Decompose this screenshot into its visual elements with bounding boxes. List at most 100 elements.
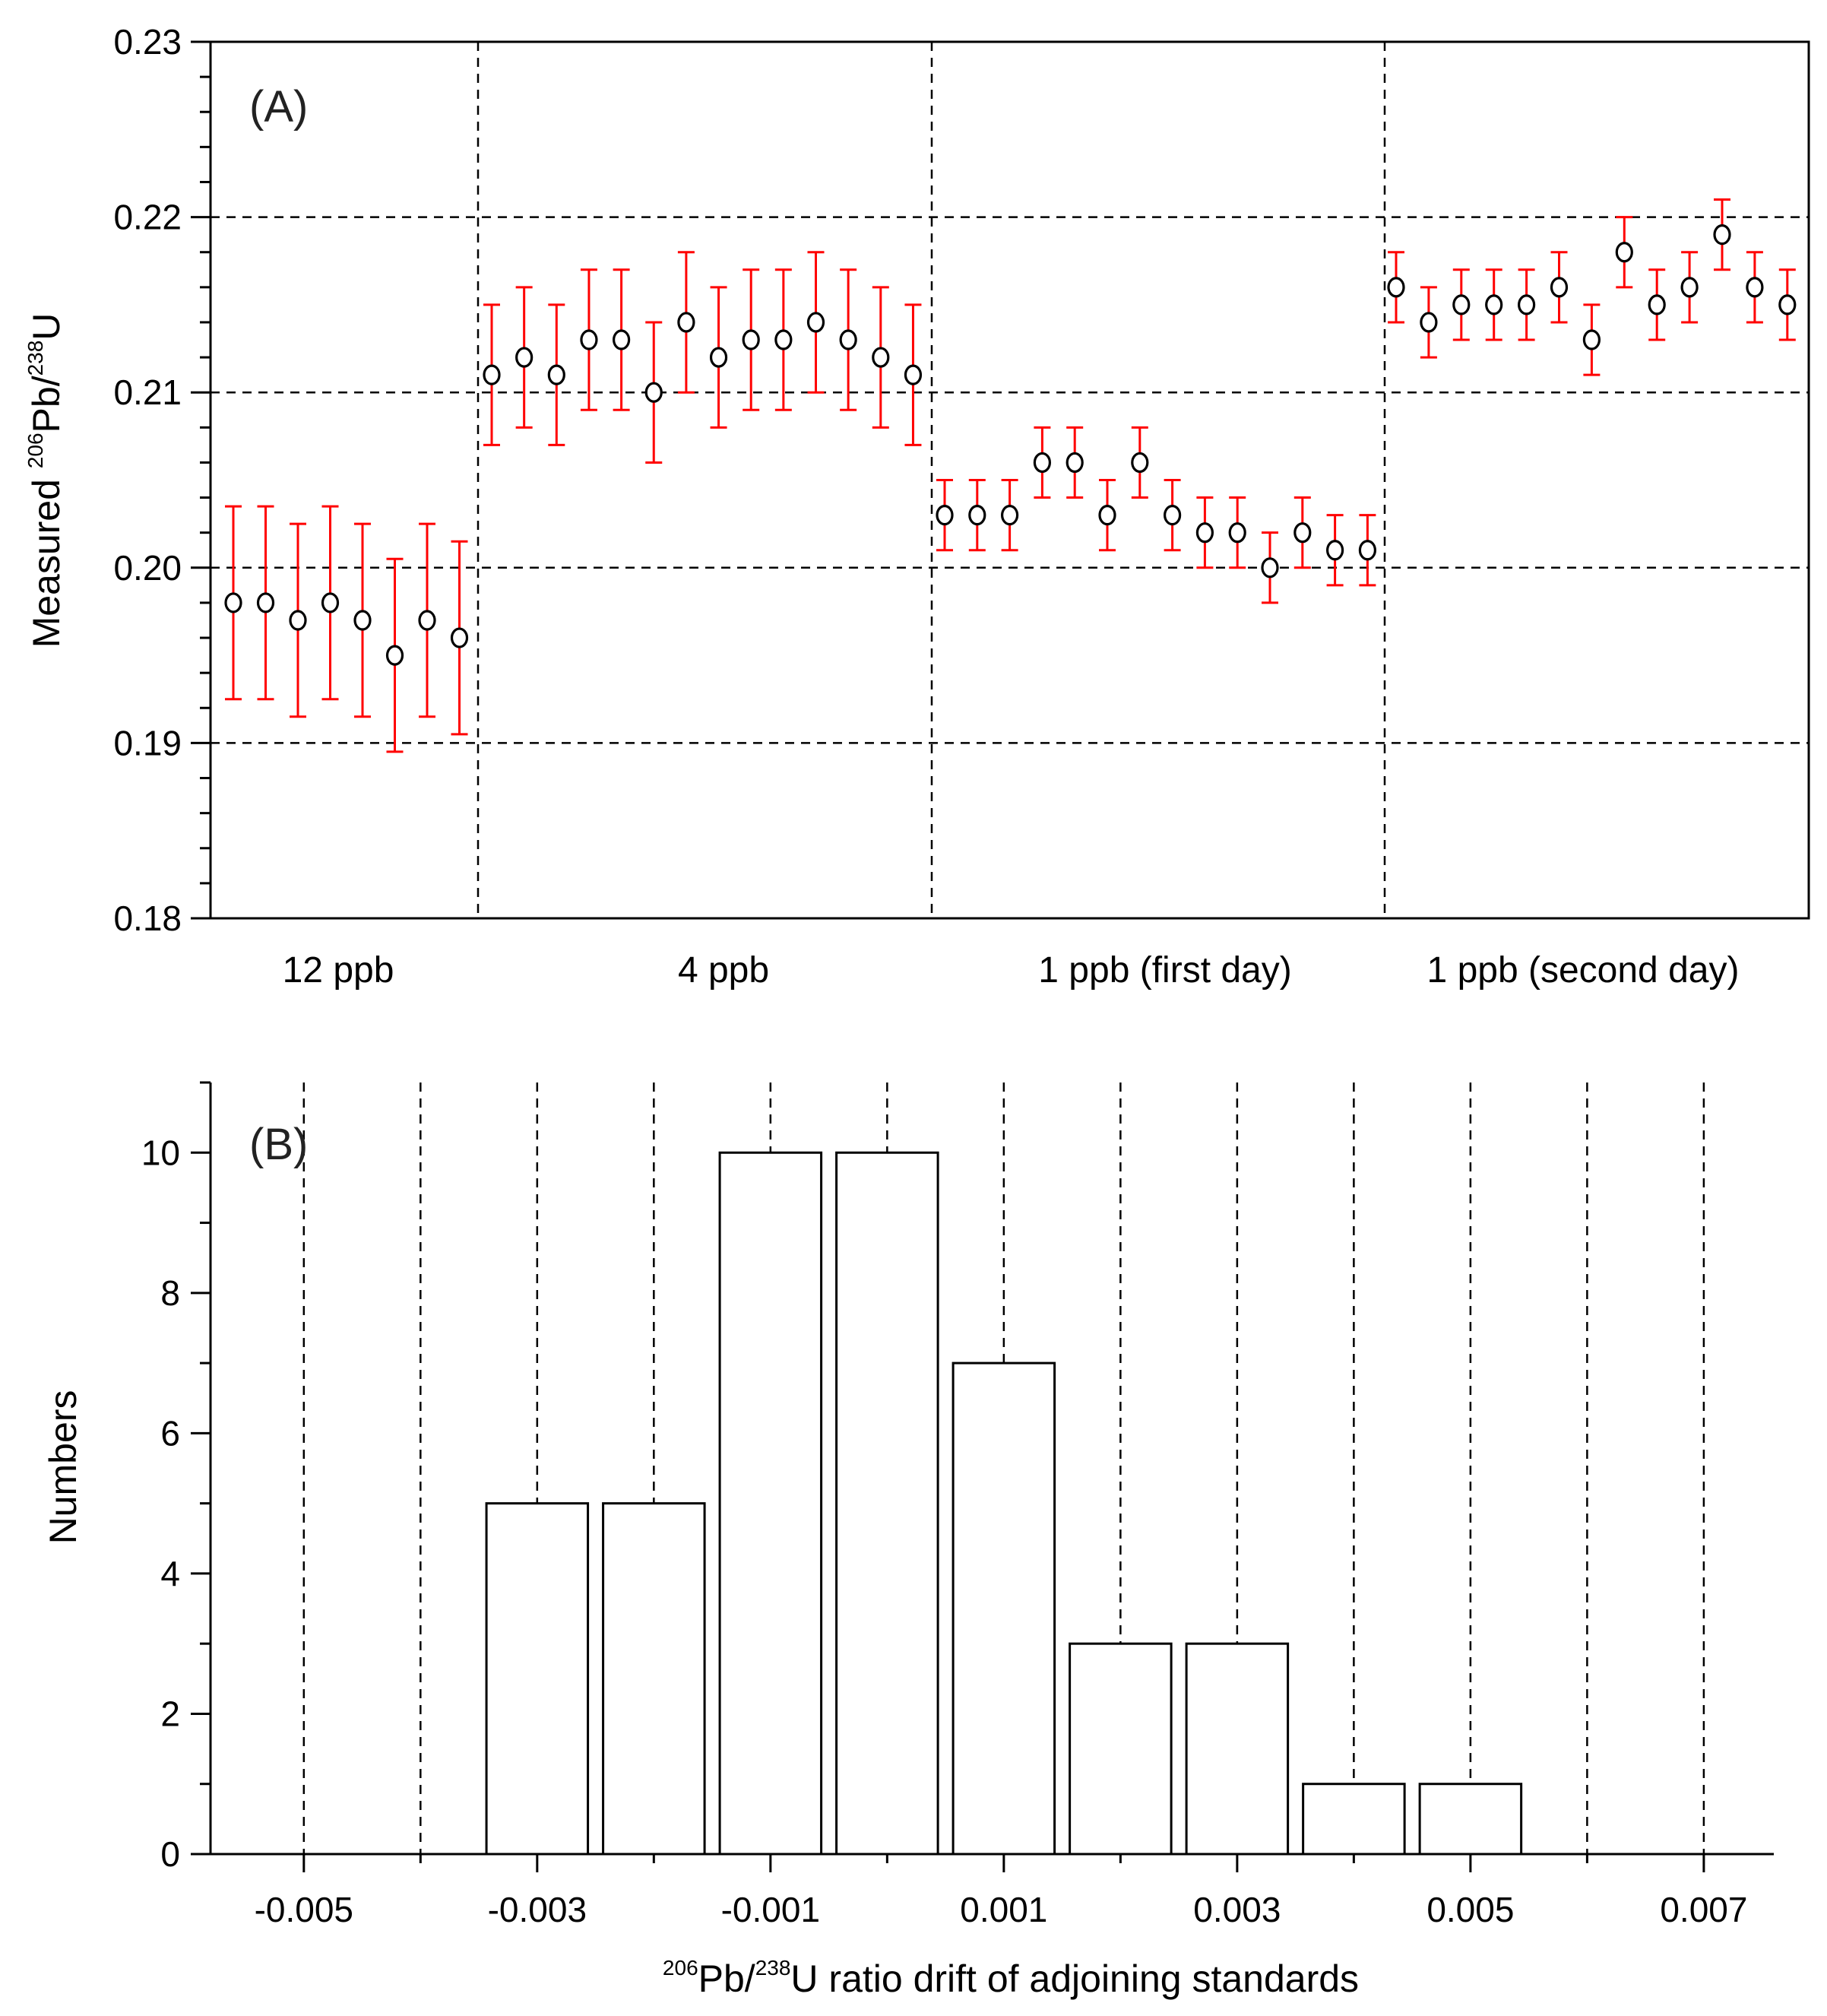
data-point [547, 364, 565, 385]
errorbar [936, 479, 953, 552]
x-tick-label: 0.007 [1660, 1890, 1747, 1929]
data-point [1387, 277, 1405, 298]
data-point [806, 312, 825, 333]
errorbar [840, 268, 857, 411]
errorbar [774, 268, 792, 411]
data-point [1680, 277, 1699, 298]
data-point [936, 505, 954, 526]
data-point [1517, 294, 1536, 315]
panel-b-bars [485, 1151, 1523, 1856]
histogram-bar [1185, 1642, 1290, 1856]
errorbar [1518, 268, 1535, 341]
data-point [256, 592, 275, 613]
data-point [1325, 540, 1344, 561]
errorbar [1485, 268, 1502, 341]
histogram-bar [718, 1151, 823, 1856]
histogram-bar [835, 1151, 939, 1856]
y-title-sup-206: 206 [24, 433, 47, 468]
errorbar [419, 522, 435, 718]
histogram-bar [1418, 1783, 1523, 1856]
category-label: 1 ppb (first day) [1038, 950, 1291, 991]
errorbar [872, 286, 889, 429]
errorbar [1034, 426, 1051, 499]
data-point [1778, 294, 1797, 315]
errorbar [1778, 268, 1796, 341]
y-tick-label: 0.20 [113, 548, 182, 588]
data-point [1195, 522, 1214, 544]
x-title-pb: Pb/ [698, 1957, 755, 2000]
panel-b-x-axis-title: 206Pb/238U ratio drift of adjoining stan… [663, 1956, 1359, 2000]
errorbar [1196, 496, 1214, 569]
data-point [1485, 294, 1503, 315]
panel-a: 0.18 0.19 0.20 0.21 0.22 0.23 12 ppb 4 ppb 1 pp… [24, 22, 1810, 991]
errorbar [968, 479, 986, 552]
errorbar [613, 268, 630, 411]
x-tick-label: 0.001 [960, 1890, 1047, 1929]
data-point [644, 382, 663, 403]
data-point [321, 592, 340, 613]
panel-a-category-labels: 12 ppb 4 ppb 1 ppb (first day) 1 ppb (secon… [283, 950, 1740, 991]
errorbar [386, 557, 404, 753]
y-title-pb: Pb/ [25, 376, 68, 433]
y-tick-label: 0.23 [113, 22, 182, 62]
y-title-u: U [25, 313, 68, 341]
errorbar [451, 540, 468, 736]
category-label: 12 ppb [283, 950, 394, 991]
data-point [289, 610, 307, 631]
x-tick-label: 0.005 [1426, 1890, 1514, 1929]
data-point [1065, 452, 1084, 474]
errorbar [515, 286, 533, 429]
data-point [1582, 329, 1601, 350]
errorbar [1583, 303, 1601, 376]
data-point [580, 329, 598, 350]
errorbar [1359, 514, 1376, 587]
data-point [385, 645, 404, 666]
y-title-sup-238: 238 [24, 341, 47, 376]
y-title-prefix: Measured [25, 468, 68, 648]
histogram-bar [485, 1502, 590, 1856]
panel-a-label: (A) [249, 82, 308, 132]
errorbar [743, 268, 760, 411]
errorbar [1681, 251, 1699, 324]
panel-b-y-axis-title: Numbers [42, 1390, 84, 1545]
data-point [353, 610, 372, 631]
panel-a-errorbars [225, 198, 1796, 753]
x-tick-label: 0.003 [1193, 1890, 1281, 1929]
panel-b: 0 2 4 6 8 10 -0.005 -0.003 -0.001 0.001 0.003 0.005… [42, 1081, 1774, 2000]
y-tick-label: 4 [160, 1554, 180, 1593]
y-tick-label: 8 [160, 1273, 180, 1313]
data-point [1713, 224, 1731, 246]
errorbar [710, 286, 727, 429]
errorbar [1550, 251, 1568, 324]
y-tick-label: 0 [160, 1834, 180, 1874]
errorbar [645, 321, 663, 464]
errorbar [1326, 514, 1344, 587]
y-tick-label: 10 [141, 1133, 180, 1172]
data-point [483, 364, 501, 385]
data-point [1615, 242, 1633, 263]
errorbar [1616, 216, 1633, 289]
data-point [1452, 294, 1471, 315]
x-tick-label: -0.005 [255, 1890, 353, 1929]
data-point [1000, 505, 1019, 526]
data-point [1293, 522, 1312, 544]
errorbar [225, 505, 242, 701]
data-point [612, 329, 631, 350]
errorbar [257, 505, 274, 701]
data-point [1163, 505, 1182, 526]
errorbar [1131, 426, 1148, 499]
errorbar [904, 303, 922, 446]
histogram-bar [1069, 1642, 1173, 1856]
data-point [904, 364, 923, 385]
data-point [774, 329, 793, 350]
x-title-rest: U ratio drift of adjoining standards [790, 1957, 1359, 2000]
errorbar [548, 303, 565, 446]
errorbar [483, 303, 500, 446]
data-point [1033, 452, 1052, 474]
panel-a-grid [211, 42, 1809, 918]
data-point [1420, 312, 1438, 333]
x-title-sup-206: 206 [663, 1956, 698, 1980]
data-point [1261, 557, 1279, 578]
errorbar [1164, 479, 1181, 552]
